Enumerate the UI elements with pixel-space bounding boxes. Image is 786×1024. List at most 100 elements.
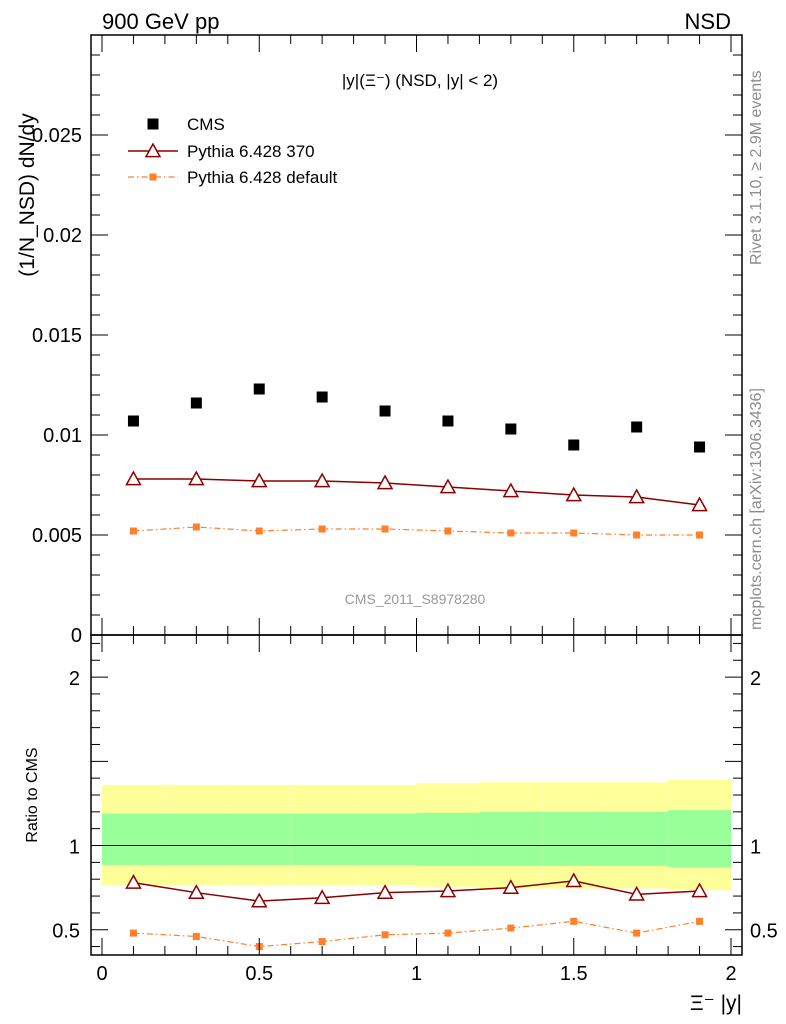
main-ylabel: (1/N_NSD) dN/dy — [16, 113, 39, 277]
ratio-marker-pythia-370 — [439, 882, 457, 898]
main-title: |y|(Ξ⁻) (NSD, |y| < 2) — [342, 71, 498, 90]
marker-pythia-default — [381, 525, 389, 533]
ratio-band-green — [164, 813, 228, 865]
ratio-marker-pythia-default — [570, 917, 578, 925]
ratio-marker-pythia-default — [633, 929, 641, 937]
ratio-marker-pythia-default — [444, 929, 452, 937]
ratio-band-green — [605, 811, 669, 866]
marker-pythia-370 — [565, 486, 583, 502]
ratio-band-green — [668, 810, 731, 868]
main-y-tick-label: 0.02 — [43, 225, 82, 247]
ratio-x-tick-label: 1.5 — [560, 963, 588, 985]
ratio-y-tick-label-left: 0.5 — [52, 921, 80, 943]
ratio-marker-pythia-370 — [628, 885, 645, 901]
ratio-band-green — [416, 812, 480, 866]
ratio-marker-pythia-370 — [565, 872, 583, 888]
marker-pythia-default — [507, 529, 515, 537]
main-y-tick-label: 0.025 — [32, 125, 82, 147]
ratio-band-green — [542, 811, 606, 866]
main-y-tick-label: 0 — [71, 625, 82, 647]
ratio-x-tick-label: 2 — [725, 963, 736, 985]
marker-pythia-370 — [439, 478, 457, 494]
legend-marker-cms — [147, 118, 159, 130]
marker-pythia-370 — [376, 474, 394, 490]
marker-cms — [127, 415, 139, 427]
ratio-marker-pythia-default — [507, 924, 515, 932]
main-ticks: 0 0.005 0.01 0.015 0.02 0.025 — [32, 34, 742, 647]
main-y-tick-label: 0.005 — [32, 525, 82, 547]
marker-cms — [253, 383, 265, 395]
ratio-band-green — [353, 813, 417, 865]
marker-cms — [442, 415, 454, 427]
main-y-tick-label: 0.01 — [43, 425, 82, 447]
ratio-marker-pythia-370 — [250, 892, 268, 908]
marker-pythia-default — [255, 527, 263, 535]
ratio-ticks: 0.5 0.5 1 1 2 2 0 0.5 1 1.5 2 — [52, 635, 778, 985]
marker-pythia-default — [192, 523, 200, 531]
main-y-tick-label: 0.015 — [32, 325, 82, 347]
ratio-xlabel: Ξ⁻ |y| — [690, 992, 742, 1015]
marker-pythia-370 — [188, 470, 205, 486]
ratio-y-tick-label-right: 0.5 — [750, 921, 778, 943]
marker-cms — [379, 405, 391, 417]
marker-pythia-default — [318, 525, 326, 533]
marker-pythia-370 — [691, 496, 708, 512]
main-panel: 0 0.005 0.01 0.015 0.02 0.025 |y|(Ξ⁻) (NSD, |… — [16, 34, 743, 647]
marker-pythia-370 — [125, 470, 142, 486]
legend: CMS Pythia 6.428 370 Pythia 6.428 default — [128, 115, 338, 187]
marker-cms — [316, 391, 328, 403]
series-line-pythia-default — [133, 526, 700, 536]
ratio-x-tick-label: 1 — [411, 963, 422, 985]
ratio-marker-pythia-370 — [313, 889, 331, 905]
ratio-band-green — [227, 813, 291, 865]
marker-pythia-370 — [250, 472, 268, 488]
series-line-pythia-370 — [133, 478, 700, 506]
ratio-marker-pythia-default — [381, 931, 389, 939]
ratio-line-pythia-default — [133, 920, 700, 948]
marker-cms — [694, 441, 706, 453]
header-left: 900 GeV pp — [102, 9, 219, 34]
ratio-marker-pythia-370 — [691, 882, 708, 898]
ratio-x-tick-label: 0.5 — [245, 963, 273, 985]
ratio-band-green — [479, 811, 543, 866]
ratio-band-green — [290, 813, 354, 865]
ratio-marker-pythia-default — [696, 917, 704, 925]
ratio-y-tick-label-right: 1 — [750, 837, 761, 859]
header-right: NSD — [685, 9, 731, 34]
watermark: CMS_2011_S8978280 — [345, 591, 486, 607]
legend-marker-pythia-370 — [144, 142, 162, 158]
marker-cms — [631, 421, 643, 433]
legend-marker-pythia-default — [149, 173, 157, 181]
ratio-y-tick-label-left: 1 — [69, 837, 80, 859]
ratio-data-layer — [91, 779, 742, 951]
marker-pythia-default — [570, 529, 578, 537]
marker-cms — [190, 397, 202, 409]
ratio-ylabel: Ratio to CMS — [24, 747, 41, 842]
marker-pythia-370 — [313, 472, 331, 488]
ratio-marker-pythia-370 — [376, 884, 394, 900]
marker-pythia-default — [633, 531, 641, 539]
ratio-y-tick-label-left: 2 — [69, 668, 80, 690]
marker-pythia-370 — [628, 488, 645, 504]
ratio-marker-pythia-default — [318, 938, 326, 946]
marker-pythia-default — [696, 531, 704, 539]
main-data-layer — [125, 383, 708, 539]
ratio-panel: 0.5 0.5 1 1 2 2 0 0.5 1 1.5 2 Ratio to CMS Ξ⁻ |y| — [24, 634, 778, 1015]
rivet-label: Rivet 3.1.10, ≥ 2.9M events — [748, 70, 765, 265]
ratio-marker-pythia-default — [192, 932, 200, 940]
marker-pythia-default — [444, 527, 452, 535]
ratio-marker-pythia-370 — [188, 884, 205, 900]
marker-cms — [568, 439, 580, 451]
marker-cms — [505, 423, 517, 435]
ratio-marker-pythia-370 — [502, 879, 520, 894]
legend-label: Pythia 6.428 370 — [187, 142, 315, 161]
ratio-y-tick-label-right: 2 — [750, 668, 761, 690]
mcplots-label: mcplots.cern.ch [arXiv:1306.3436] — [748, 388, 765, 630]
ratio-marker-pythia-default — [129, 929, 137, 937]
ratio-marker-pythia-370 — [125, 874, 142, 889]
legend-label: Pythia 6.428 default — [187, 168, 338, 187]
ratio-line-pythia-370 — [133, 880, 700, 902]
marker-pythia-370 — [502, 482, 520, 498]
ratio-x-tick-label: 0 — [96, 963, 107, 985]
